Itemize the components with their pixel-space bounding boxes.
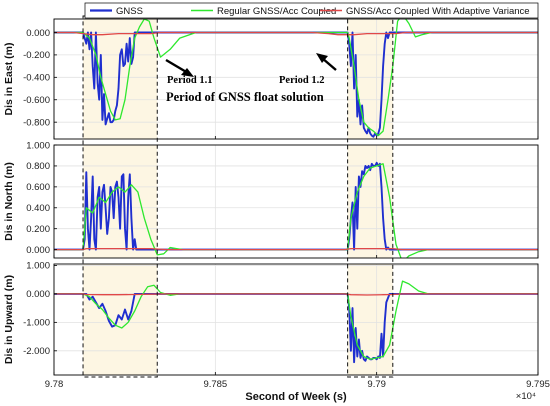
x-tick-label: 9.79 xyxy=(367,379,386,390)
y-tick-label: -0.600 xyxy=(23,95,50,106)
plot-frame xyxy=(53,144,539,259)
series-line-gnss-acc-coupled-with-adaptive-variance xyxy=(54,247,538,251)
arrow-head xyxy=(316,53,328,63)
x-tick-label: 9.795 xyxy=(526,379,550,390)
x-axis-label: Second of Week (s) xyxy=(245,391,347,403)
y-tick-label: 1.000 xyxy=(26,261,50,272)
y-tick-label: -0.800 xyxy=(23,117,50,128)
legend: GNSS Regular GNSS/Acc Coupled GNSS/Acc Cou… xyxy=(84,2,539,19)
series-line-gnss-acc-coupled-with-adaptive-variance xyxy=(54,293,538,296)
float-period-shade xyxy=(83,264,158,375)
series-line-gnss xyxy=(54,31,538,138)
legend-box xyxy=(84,2,539,19)
legend-entry-label: GNSS/Acc Coupled With Adaptive Variance xyxy=(346,6,530,17)
series-line-regular-gnss-acc-coupled xyxy=(54,163,538,258)
series-line-gnss-acc-coupled-with-adaptive-variance xyxy=(54,31,538,36)
arrow-head xyxy=(181,68,194,77)
series-line-regular-gnss-acc-coupled xyxy=(54,280,538,360)
plot-frame xyxy=(53,263,539,376)
y-tick-label: 0.400 xyxy=(26,203,50,214)
y-tick-label: -0.400 xyxy=(23,73,50,84)
y-tick-label: 0.000 xyxy=(26,28,50,39)
plot-frame xyxy=(53,18,539,140)
arrow-shaft xyxy=(165,58,189,75)
y-tick-label: 0.800 xyxy=(26,161,50,172)
y-axis-label: Dis in East (m) xyxy=(3,43,15,116)
y-tick-label: -0.200 xyxy=(23,50,50,61)
y-tick-label: 0.600 xyxy=(26,182,50,193)
panel-1: 0.000 -0.200 -0.400 -0.600 -0.800 Dis in East… xyxy=(3,18,539,140)
series-line-regular-gnss-acc-coupled xyxy=(54,19,538,137)
x-multiplier: ×10⁴ xyxy=(516,391,536,402)
legend-entry-label: Regular GNSS/Acc Coupled xyxy=(217,6,336,17)
series-line-gnss xyxy=(54,292,538,364)
panel-3: 1.000 0.000 -1.000 -2.000 Dis in Upward (m) xyxy=(3,261,539,376)
x-tick-label: 9.785 xyxy=(203,379,227,390)
legend-entry-label: GNSS xyxy=(116,6,143,17)
y-tick-label: 0.000 xyxy=(26,245,50,256)
period-1-label: Period 1.1 xyxy=(167,75,213,86)
period-2-label: Period 1.2 xyxy=(279,75,325,86)
panel-2: 1.000 0.800 0.600 0.400 0.200 0.000 Dis in Nor… xyxy=(3,140,539,259)
y-axis-label: Dis in Upward (m) xyxy=(3,275,15,364)
y-tick-label: 0.200 xyxy=(26,224,50,235)
y-tick-label: 0.000 xyxy=(26,289,50,300)
float-solution-label: Period of GNSS float solution xyxy=(166,90,324,104)
series-line-gnss xyxy=(54,161,538,251)
y-tick-label: -1.000 xyxy=(23,318,50,329)
y-axis-label: Dis in North (m) xyxy=(3,162,15,241)
y-tick-label: 1.000 xyxy=(26,140,50,151)
x-tick-label: 9.78 xyxy=(45,379,64,390)
y-tick-label: -2.000 xyxy=(23,346,50,357)
